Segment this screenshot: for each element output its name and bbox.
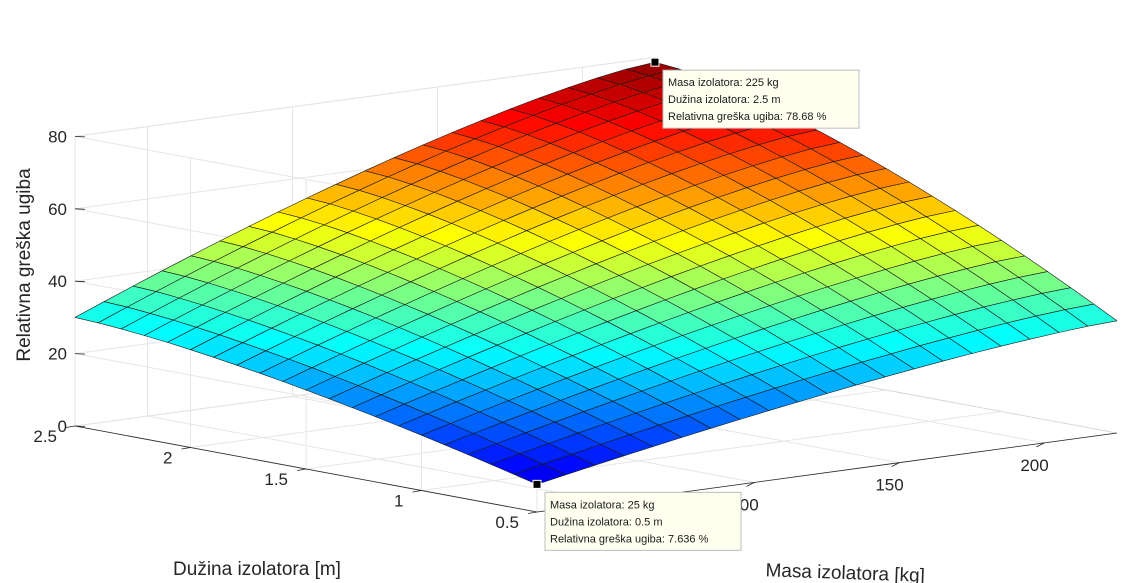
z-tick-label: 80 bbox=[48, 127, 67, 146]
y-axis-label: Dužina izolatora [m] bbox=[173, 559, 341, 580]
datatip-line: Masa izolatora: 25 kg bbox=[550, 499, 655, 511]
y-tick-label: 2.5 bbox=[33, 427, 57, 446]
x-tick-label: 150 bbox=[875, 476, 903, 495]
datatip-line: Dužina izolatora: 2.5 m bbox=[668, 94, 781, 106]
y-axis-ticks: 0.5 1 1.5 2 2.5 bbox=[33, 425, 538, 532]
surface-patch bbox=[513, 463, 567, 485]
y-tick-mark bbox=[412, 490, 422, 493]
z-tick-label: 40 bbox=[48, 272, 67, 291]
datatip: Masa izolatora: 25 kg Dužina izolatora: 0… bbox=[532, 479, 742, 551]
x-tick-mark bbox=[1036, 442, 1045, 448]
y-tick-mark bbox=[527, 511, 538, 514]
datatip-line: Dužina izolatora: 0.5 m bbox=[550, 516, 663, 528]
x-tick-mark bbox=[891, 462, 900, 467]
z-tick-mark bbox=[74, 136, 86, 138]
datatip-line: Relativna greška ugiba: 7.636 % bbox=[550, 533, 709, 545]
x-tick-label: 200 bbox=[1020, 456, 1048, 475]
surface-mesh bbox=[74, 61, 1118, 485]
z-tick-mark bbox=[74, 425, 86, 427]
z-tick-label: 20 bbox=[48, 345, 67, 364]
z-tick-mark bbox=[74, 353, 86, 355]
y-tick-mark bbox=[181, 447, 191, 450]
y-tick-label: 2 bbox=[163, 449, 172, 468]
z-tick-label: 0 bbox=[58, 417, 67, 436]
x-tick-mark bbox=[746, 482, 755, 487]
datatip: Masa izolatora: 225 kg Dužina izolatora: … bbox=[650, 57, 860, 129]
z-tick-mark bbox=[74, 280, 86, 283]
y-tick-mark bbox=[65, 425, 76, 428]
datatip-line: Relativna greška ugiba: 78.68 % bbox=[668, 111, 827, 123]
datatip-box bbox=[544, 491, 742, 551]
y-tick-label: 0.5 bbox=[495, 513, 519, 532]
datatips: Masa izolatora: 225 kg Dužina izolatora: … bbox=[532, 57, 860, 551]
z-axis-label: Relativna greška ugiba bbox=[14, 168, 35, 362]
z-tick-label: 60 bbox=[48, 200, 67, 219]
y-tick-label: 1 bbox=[394, 492, 403, 511]
z-axis-ticks: 0 20 40 60 80 bbox=[48, 127, 86, 436]
x-axis-label: Masa izolatora [kg] bbox=[765, 560, 925, 583]
datatip-marker bbox=[650, 57, 660, 67]
z-tick-mark bbox=[74, 208, 86, 210]
y-tick-mark bbox=[296, 468, 307, 471]
y-tick-label: 1.5 bbox=[264, 470, 288, 489]
datatip-box bbox=[662, 69, 860, 129]
datatip-line: Masa izolatora: 225 kg bbox=[668, 77, 779, 89]
datatip-marker bbox=[532, 479, 542, 489]
